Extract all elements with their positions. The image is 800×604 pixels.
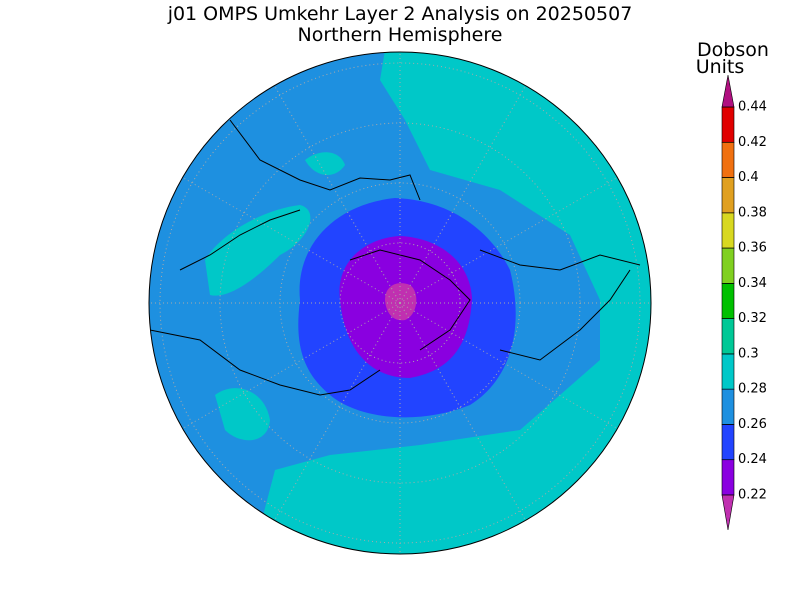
coastline [229, 119, 421, 201]
longitude-line [174, 302, 401, 434]
longitude-line [399, 77, 531, 304]
colorbar-label: 0.42 [738, 135, 767, 150]
colorbar-band [721, 424, 735, 461]
colorbar-label: 0.22 [738, 488, 767, 503]
coastline [179, 209, 301, 271]
region-high [215, 388, 270, 441]
colorbar-label: 0.44 [738, 100, 767, 115]
colorbar-label: 0.4 [738, 170, 759, 185]
colorbar-over [721, 74, 735, 108]
coastline [349, 249, 471, 351]
units-label: Units [696, 56, 745, 78]
region-high [205, 205, 311, 296]
colorbar-band [721, 353, 735, 390]
region-high [315, 506, 420, 539]
subtitle: Northern Hemisphere [298, 24, 503, 46]
colorbar-band [721, 106, 735, 143]
longitude-line [399, 172, 626, 304]
colorbar-band [721, 283, 735, 319]
colorbar-label: 0.38 [738, 205, 767, 220]
colorbar-label: 0.34 [738, 276, 767, 291]
region-high [305, 152, 345, 176]
map [149, 52, 651, 554]
colorbar-band [721, 141, 735, 178]
colorbar-label: 0.32 [738, 311, 767, 326]
globe-outline [148, 51, 652, 555]
colorbar-label: 0.3 [738, 346, 759, 361]
colorbar-label: 0.36 [738, 241, 767, 256]
colorbar-label: 0.26 [738, 417, 767, 432]
units-label: Dobson [697, 39, 769, 61]
longitude-line [399, 302, 626, 434]
colorbar-band [721, 247, 735, 284]
coastline [499, 269, 631, 361]
colorbar-band [721, 177, 735, 214]
title: j01 OMPS Umkehr Layer 2 Analysis on 2025… [167, 3, 633, 25]
colorbar-band [721, 318, 735, 355]
longitude-line [399, 302, 531, 529]
region-lowest [385, 283, 417, 321]
longitude-line [174, 172, 401, 304]
coastline [149, 329, 381, 396]
longitude-line [269, 302, 401, 529]
colorbar-band [721, 388, 735, 425]
region-high [250, 52, 651, 554]
coastline [479, 249, 641, 271]
colorbar-under [721, 494, 735, 531]
colorbar-band [721, 212, 735, 249]
colorbar-label: 0.24 [738, 452, 767, 467]
longitude-line [269, 77, 401, 304]
colorbar: 0.22 0.24 0.26 0.28 0.3 0.32 0.34 0.36 0.38 0.4 0.… [721, 74, 767, 531]
colorbar-label: 0.28 [738, 382, 767, 397]
colorbar-band [721, 459, 735, 496]
